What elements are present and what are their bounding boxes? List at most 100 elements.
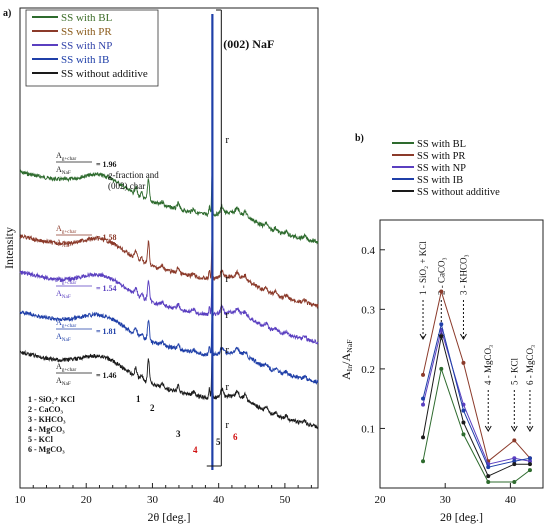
panel-a-legend: SS with BL SS with PR SS with NP SS with IB… <box>25 9 159 87</box>
panel-b-point <box>461 408 466 413</box>
phase-arrow-label: 2 - CaCO₃ <box>436 257 446 295</box>
phase-list-text: 1 - SiO₂+ KCl <box>28 395 76 404</box>
ratio-numerator: Ag+char <box>56 224 76 235</box>
panel-b-point <box>527 459 532 464</box>
phase-list-item-6: 6 - MgCO₃ <box>28 445 65 454</box>
panel-a-legend-item: SS with BL <box>61 12 113 24</box>
panel-a-ylabel: Intensity <box>2 227 16 269</box>
panel-b-legend-item: SS with IB <box>417 175 463 186</box>
panel-b-point <box>512 456 517 461</box>
panel-b-point <box>486 474 491 479</box>
ratio-annotation-3: Ag+char ANaF = 1.54 <box>56 275 117 300</box>
panel-b-label: b) <box>355 133 364 144</box>
panel-a-xtick-label: 50 <box>279 494 291 506</box>
r-marker-6: r <box>225 419 229 431</box>
ratio-annotation-1: Ag+char ANaF = 1.96 <box>56 151 117 176</box>
panel-b-point <box>512 480 517 485</box>
panel-b-xtick-label: 20 <box>375 494 387 506</box>
panel-b-ytick-label: 0.4 <box>361 245 375 257</box>
peak-marker-3: 3 <box>176 429 181 439</box>
panel-b-ylabel: AIn/ANaF <box>339 339 354 380</box>
phase-arrow-head <box>510 425 518 432</box>
panel-b-line-2 <box>422 289 531 463</box>
g-fraction-label-line1: g-fraction and <box>108 170 159 180</box>
panel-a-legend-item: SS with NP <box>61 40 112 52</box>
peak-marker-4: 4 <box>193 445 198 455</box>
ratio-denominator: ANaF <box>56 238 71 249</box>
panel-b-xtick-label: 40 <box>505 494 517 506</box>
ratio-annotation-4: Ag+char ANaF = 1.81 <box>56 318 117 343</box>
panel-b-point <box>461 420 466 425</box>
phase-arrow-label: 4 - MgCO₃ <box>483 345 493 385</box>
panel-b-point <box>527 456 532 461</box>
panel-a-legend-item: SS without additive <box>61 68 148 80</box>
phase-arrow-label: 5 - KCl <box>509 358 519 385</box>
peak-marker-1: 1 <box>136 394 141 404</box>
ratio-annotation-5: Ag+char ANaF = 1.46 <box>56 362 117 387</box>
panel-b-point <box>439 334 444 339</box>
panel-a-pattern-3 <box>19 270 319 345</box>
phase-arrow-head <box>460 333 467 340</box>
panel-b-point <box>486 465 491 470</box>
panel-a-xtick-label: 20 <box>81 494 93 506</box>
panel-b-point <box>527 462 532 467</box>
panel-b-point <box>439 289 444 294</box>
ratio-denominator: ANaF <box>56 289 71 300</box>
panel-b-point <box>512 459 517 464</box>
panel-b-point <box>421 402 426 407</box>
panel-b-legend-item: SS with BL <box>417 139 466 150</box>
panel-b-line-5 <box>422 335 530 477</box>
phase-list-item-2: 2 - CaCO₃ <box>28 405 63 414</box>
panel-a-legend-item: SS with IB <box>61 54 109 66</box>
phase-arrow-head <box>419 333 427 340</box>
panel-b-legend-item: SS with NP <box>417 163 466 174</box>
phase-arrow-1: 1 - SiO₂ + KCl <box>418 241 428 340</box>
panel-a-xlabel: 2θ [deg.] <box>147 510 190 524</box>
panel-b-point <box>421 435 426 440</box>
ratio-value: = 1.96 <box>96 160 117 169</box>
r-marker-1: r <box>225 134 229 146</box>
r-marker-4: r <box>225 344 229 356</box>
r-marker-2: r <box>225 273 229 285</box>
phase-arrow-label: 3 - KHCO₃ <box>458 254 468 295</box>
phase-arrow-3: 3 - KHCO₃ <box>458 254 468 340</box>
ratio-value: = 1.81 <box>96 327 117 336</box>
panel-b-frame <box>379 219 544 489</box>
phase-list-text: 3 - KHCO₃ <box>28 415 66 424</box>
phase-arrow-head <box>484 425 492 432</box>
panel-a-pattern-2 <box>19 233 319 310</box>
phase-arrow-2: 2 - CaCO₃ <box>436 257 446 340</box>
phase-list-text: 2 - CaCO₃ <box>28 405 63 414</box>
panel-a-xtick-label: 10 <box>15 494 27 506</box>
ratio-numerator: Ag+char <box>56 275 76 286</box>
phase-list-item-3: 3 - KHCO₃ <box>28 415 66 424</box>
ratio-denominator: ANaF <box>56 376 71 387</box>
panel-b-point <box>486 480 491 485</box>
panel-a-pattern-4 <box>19 310 319 385</box>
naf-peak-label: (002) NaF <box>223 37 274 51</box>
ratio-numerator: Ag+char <box>56 151 76 162</box>
phase-arrow-head <box>526 425 534 432</box>
phase-list-text: 6 - MgCO₃ <box>28 445 65 454</box>
peak-marker-6: 6 <box>233 432 238 442</box>
ratio-numerator: Ag+char <box>56 362 76 373</box>
panel-b-legend-item: SS without additive <box>417 187 500 198</box>
panel-a-frame <box>19 7 319 489</box>
phase-arrow-5: 5 - KCl <box>509 358 519 432</box>
ratio-denominator: ANaF <box>56 332 71 343</box>
panel-a-legend-item: SS with PR <box>61 26 112 38</box>
ratio-value: = 1.58 <box>96 233 117 242</box>
phase-list-item-1: 1 - SiO₂+ KCl <box>28 395 76 404</box>
panel-a-pattern-1 <box>19 169 319 245</box>
panel-b-ytick-label: 0.3 <box>361 304 375 316</box>
panel-b-xtick-label: 30 <box>440 494 452 506</box>
panel-b-line-1 <box>422 366 531 483</box>
panel-b-point <box>527 468 532 473</box>
panel-b-point <box>439 366 444 371</box>
panel-b-point <box>421 372 426 377</box>
ratio-annotation-2: Ag+char ANaF = 1.58 <box>56 224 117 249</box>
panel-b-line-4 <box>422 324 531 468</box>
panel-b-point <box>461 360 466 365</box>
